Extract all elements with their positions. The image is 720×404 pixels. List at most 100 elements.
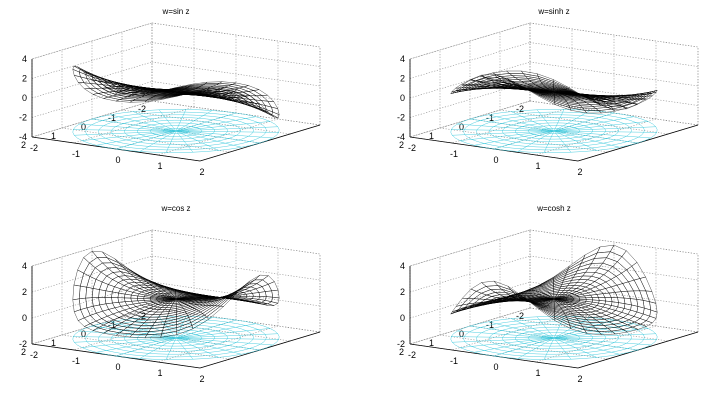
z-tick-label: 4: [22, 54, 27, 64]
domain-spoke: [553, 317, 591, 339]
domain-spoke: [553, 112, 615, 132]
surface-patch: [191, 316, 209, 330]
surface-patch: [134, 282, 146, 286]
surface-patch: [238, 100, 252, 106]
surface-patch: [584, 288, 595, 294]
domain-spoke: [110, 321, 177, 339]
surface-patch: [582, 246, 601, 260]
domain-spoke: [493, 130, 555, 150]
domain-spoke: [91, 325, 177, 339]
y-tick-label: 2: [199, 374, 204, 384]
domain-spoke: [543, 337, 555, 360]
surface-patch: [643, 307, 651, 317]
domain-spoke: [553, 116, 634, 132]
domain-spoke: [79, 330, 177, 339]
surface-patch: [118, 262, 135, 274]
domain-spoke: [517, 130, 555, 152]
domain-spoke: [474, 130, 555, 146]
surface-patch: [595, 309, 607, 314]
surface-patch: [73, 269, 84, 287]
domain-spoke: [553, 130, 597, 151]
z-tick-label: 2: [400, 74, 405, 84]
domain-spoke: [536, 316, 555, 339]
x-tick-label: 0: [459, 122, 464, 132]
surface-patch: [173, 296, 177, 298]
surface-patch: [95, 271, 107, 283]
domain-spoke: [488, 321, 555, 339]
surface-patch: [600, 281, 612, 289]
surface-patch: [99, 281, 109, 291]
domain-spoke: [553, 337, 597, 358]
surface-patch: [633, 290, 644, 301]
surface-patch: [590, 307, 601, 312]
surface-patch: [256, 279, 269, 287]
surface-patch: [555, 294, 561, 297]
x-tick-label: 2: [399, 140, 404, 150]
x-tick-label: 2: [399, 347, 404, 357]
surface-patch: [202, 305, 219, 316]
surface-patch: [640, 320, 653, 327]
surface-patch: [617, 302, 626, 309]
surface-patch: [591, 272, 605, 279]
y-tick-label: -2: [30, 350, 38, 360]
grid-line: [409, 42, 531, 79]
surface-patch: [91, 250, 108, 258]
y-tick-label: 1: [535, 368, 540, 378]
surface-patch: [91, 297, 100, 307]
domain-spoke: [175, 323, 256, 339]
surface-patch: [579, 282, 591, 288]
surface-patch: [117, 292, 126, 299]
surface-patch: [106, 257, 123, 267]
surface-patch: [561, 290, 569, 293]
surface-patch: [645, 290, 657, 304]
domain-spoke: [82, 337, 177, 348]
surface-patch: [72, 65, 81, 73]
surface-patch: [129, 278, 143, 283]
grid-line: [151, 22, 321, 48]
surface-patch: [615, 306, 625, 313]
x-tick-label: 1: [429, 338, 434, 348]
grid-line: [151, 42, 321, 67]
surface-patch: [124, 293, 132, 299]
surface-patch: [95, 83, 108, 89]
domain-spoke: [553, 130, 651, 139]
y-tick-label: -2: [30, 143, 38, 153]
domain-spoke: [175, 319, 237, 339]
surface-patch: [608, 266, 622, 277]
surface-patch: [585, 284, 596, 290]
surface-patch: [559, 292, 567, 295]
domain-spoke: [175, 130, 261, 144]
surface-patch: [481, 280, 499, 287]
domain-spoke: [175, 337, 219, 358]
surface-patch: [73, 75, 85, 84]
domain-spoke: [553, 328, 648, 339]
z-tick-label: 2: [400, 287, 405, 297]
surface-patch: [73, 309, 85, 321]
surface-patch: [94, 262, 109, 273]
domain-spoke: [175, 121, 270, 132]
domain-spoke: [175, 109, 187, 132]
x-tick-label: 0: [81, 122, 86, 132]
y-tick-label: -1: [450, 149, 458, 159]
surface-patch: [86, 276, 97, 289]
domain-spoke: [115, 337, 177, 357]
surface-patch: [612, 261, 627, 274]
domain-spoke: [553, 110, 591, 132]
surface-patch: [646, 315, 657, 324]
domain-spoke: [158, 316, 177, 339]
surface-patch: [188, 311, 203, 321]
surface-patch: [475, 286, 491, 294]
surface-patch: [634, 318, 647, 325]
y-tick-label: 0: [115, 155, 120, 165]
domain-spoke: [474, 337, 555, 353]
domain-spoke: [452, 130, 555, 136]
surface-patch: [176, 306, 184, 311]
plot-title: w=sinh z: [537, 7, 569, 16]
x-tick-label: -2: [516, 311, 524, 321]
surface-patch: [603, 270, 617, 280]
surface-patch: [630, 304, 639, 313]
surface-patch: [172, 294, 177, 297]
domain-spoke: [460, 130, 555, 141]
surface-patch: [123, 282, 135, 289]
